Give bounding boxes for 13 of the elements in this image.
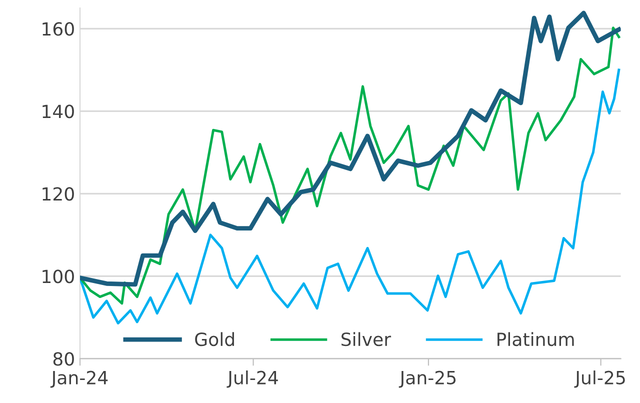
x-tick-label: Jul-24 xyxy=(226,370,278,388)
y-tick-label: 80 xyxy=(53,352,74,366)
line-series xyxy=(80,68,620,324)
y-tick-label: 160 xyxy=(42,22,74,36)
legend-label: Silver xyxy=(342,332,392,346)
legend-label: Platinum xyxy=(498,332,574,346)
y-tick-label: 120 xyxy=(42,187,74,201)
x-tick-label: Jul-25 xyxy=(574,370,625,388)
y-tick-label: 140 xyxy=(42,104,74,118)
x-tick-label: Jan-24 xyxy=(50,370,108,388)
legend-label: Gold xyxy=(195,332,234,346)
y-tick-label: 100 xyxy=(42,270,74,284)
x-tick-label: Jan-25 xyxy=(398,370,456,388)
